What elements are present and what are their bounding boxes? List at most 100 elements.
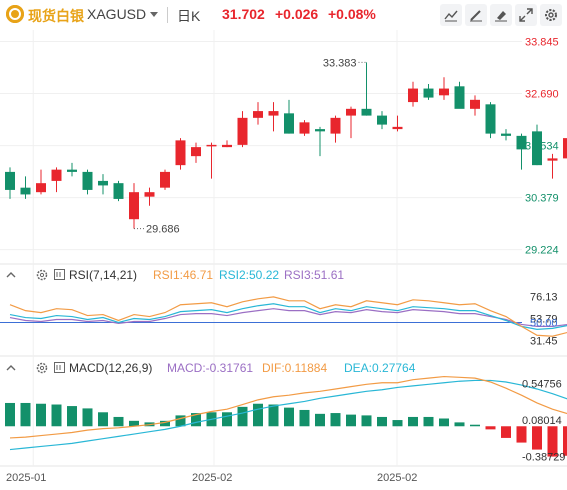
dea-value: DEA:0.27764 [344,361,416,375]
macd-bar [346,414,356,427]
settings-icon[interactable] [36,362,48,374]
dif-value: DIF:0.11884 [262,361,328,375]
macd-title: MACD(12,26,9) [69,361,153,375]
candle [315,129,325,132]
candle [423,88,434,98]
macd-value: MACD:-0.31761 [167,361,254,375]
period-selector[interactable]: 日K [177,8,201,24]
candle [206,144,217,147]
candle [113,183,124,199]
candle [191,147,201,157]
instrument-code[interactable]: XAGUSD [87,6,147,22]
rsi2-line [9,303,567,330]
expand-icon[interactable] [515,4,537,26]
rsi1-line [9,296,567,337]
macd-bar [330,413,341,427]
macd-bar [423,416,434,427]
macd-bar [98,412,108,427]
macd-axis-label: 0.54756 [522,379,562,391]
rsi-axis-label: 31.45 [530,336,558,348]
candle [253,111,263,118]
candle [5,171,15,190]
eraser-icon[interactable] [490,4,512,26]
price-axis-label: 29.224 [525,245,559,257]
candle [516,135,527,150]
high-annotation: 33.383 [323,57,357,69]
draw-icon[interactable] [465,4,487,26]
candle [563,138,567,159]
candle [129,192,139,220]
macd-bar [160,420,170,427]
macd-bar [563,426,567,456]
instrument-dropdown-icon[interactable] [150,12,158,17]
candle [454,86,465,109]
candle [20,187,31,195]
rsi-axis-label: 50.00 [530,317,558,329]
macd-bar [175,415,186,427]
macd-bar [454,422,465,427]
date-axis-label: 2025-01 [6,472,46,484]
candle [377,115,387,125]
settings-icon[interactable] [36,269,48,281]
macd-bar [361,415,372,427]
candle [144,192,155,197]
macd-bar [315,413,325,427]
rsi-axis-label: 53.79 [530,314,558,326]
candle [439,88,449,96]
candle [501,133,511,136]
macd-bar [516,426,527,443]
price-axis-label: 33.845 [525,36,559,48]
low-annotation: 29.686 [146,224,180,236]
candle [268,111,279,116]
indicator-icon[interactable] [54,362,65,373]
header-divider [167,7,168,23]
candle [361,108,372,116]
candle [299,122,310,134]
macd-bar [284,407,294,427]
macd-bar [129,420,139,427]
macd-bar [501,426,511,438]
candle [547,158,558,161]
candle [160,171,170,188]
macd-bar [113,416,124,427]
last-price: 31.702 [222,6,265,22]
macd-bar [408,416,418,427]
candle [51,169,62,181]
macd-bar [191,413,201,427]
candle [408,88,418,103]
collapse-icon[interactable] [6,270,16,280]
rsi-axis-label: 76.13 [530,292,558,304]
macd-bar [20,402,31,427]
macd-bar [67,406,77,427]
instrument-name[interactable]: 现货白银 [28,8,84,24]
candle [175,140,186,166]
candle [532,131,542,166]
macd-axis-label: 0.08014 [522,415,562,427]
line-chart-icon[interactable] [440,4,462,26]
candle [284,113,294,134]
rsi3-value: RSI3:51.61 [284,268,345,282]
macd-bar [299,409,310,427]
chart-header: 现货白银 XAGUSD 日K 31.702 +0.026 +0.08% [0,0,567,30]
candle [98,180,108,186]
candle [67,169,77,172]
rsi3-line [9,308,567,327]
candle [237,117,248,145]
macd-bar [237,406,248,427]
candle [330,117,341,134]
settings-icon[interactable] [540,4,562,26]
price-change-pct: +0.08% [328,6,376,22]
macd-bar [222,412,232,427]
macd-bar [51,404,62,427]
macd-bar [470,424,480,427]
dif-line [9,375,567,439]
macd-bar [82,408,93,427]
candle [392,126,403,130]
date-axis-label: 2025-02 [192,472,232,484]
rsi1-value: RSI1:46.71 [153,268,214,282]
indicator-icon[interactable] [54,269,65,280]
collapse-icon[interactable] [6,363,16,373]
date-axis-label: 2025-02 [377,472,417,484]
macd-bar [532,426,542,450]
